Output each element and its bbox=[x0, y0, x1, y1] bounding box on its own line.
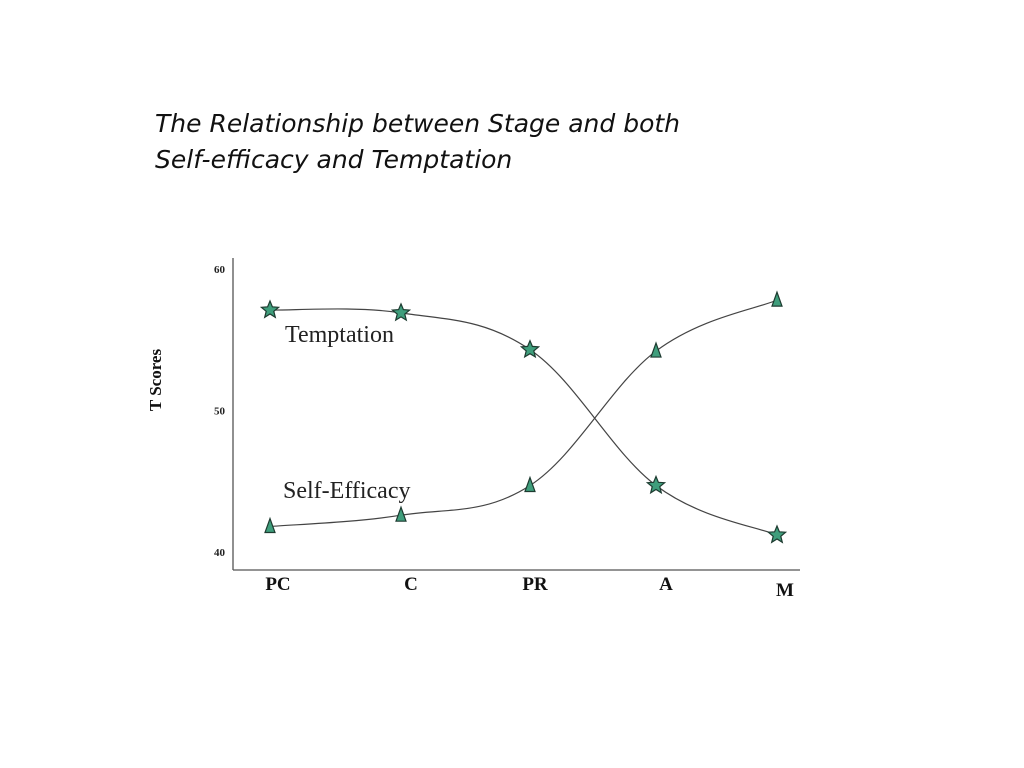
x-category-label: A bbox=[659, 574, 673, 595]
y-axis-label: T Scores bbox=[146, 349, 165, 412]
y-tick-label: 50 bbox=[214, 406, 226, 418]
data-point-temptation-a bbox=[645, 474, 667, 495]
x-category-labels: PC C PR A M bbox=[265, 574, 794, 601]
y-tick-label: 40 bbox=[214, 547, 226, 559]
x-category-label: PR bbox=[522, 574, 548, 595]
data-point-self-efficacy-c bbox=[395, 505, 407, 522]
series-markers bbox=[259, 290, 788, 544]
y-tick-label: 60 bbox=[214, 264, 226, 276]
y-tick-labels: 40 50 60 bbox=[214, 264, 226, 559]
series-label-self-efficacy: Self-Efficacy bbox=[283, 478, 411, 504]
x-category-label: C bbox=[404, 574, 418, 595]
data-point-self-efficacy-m bbox=[771, 290, 783, 307]
data-point-temptation-pr bbox=[519, 339, 541, 359]
data-point-temptation-c bbox=[390, 302, 412, 322]
x-category-label: M bbox=[776, 580, 794, 601]
data-point-temptation-pc bbox=[259, 299, 281, 319]
series-label-temptation: Temptation bbox=[285, 322, 394, 348]
data-point-temptation-m bbox=[766, 524, 788, 544]
slide-title-line-1: The Relationship between Stage and both bbox=[155, 109, 681, 138]
data-point-self-efficacy-pr bbox=[524, 475, 536, 493]
x-category-label: PC bbox=[265, 574, 290, 595]
data-point-self-efficacy-a bbox=[650, 341, 662, 358]
data-point-self-efficacy-pc bbox=[264, 516, 276, 534]
slide-title-line-2: Self-efficacy and Temptation bbox=[155, 145, 513, 174]
slide-title: The Relationship between Stage and both … bbox=[155, 106, 855, 178]
